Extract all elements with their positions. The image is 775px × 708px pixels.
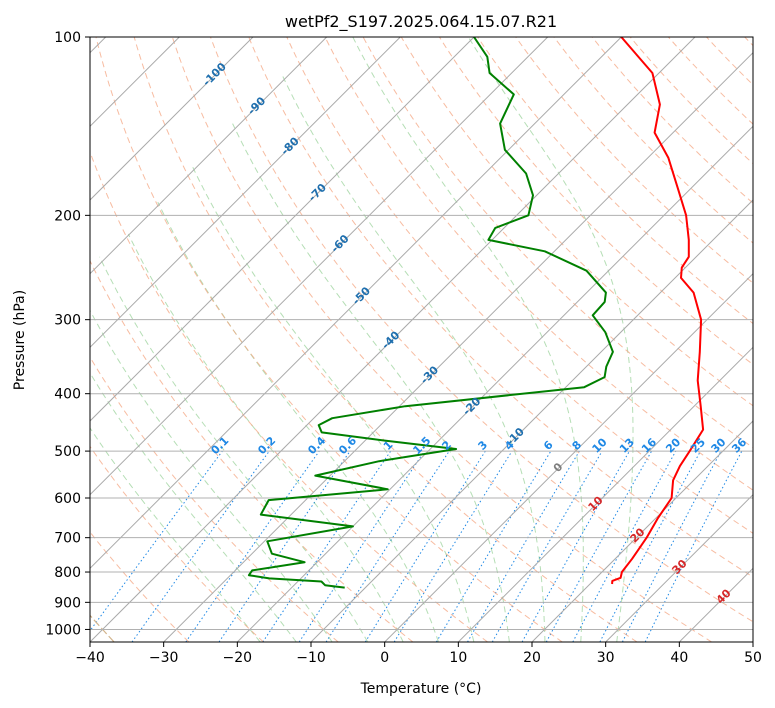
dry-adiabat [90,259,414,642]
dry-adiabat [133,37,638,642]
x-tick-label: 0 [380,650,389,666]
moist-adiabat [127,233,404,642]
dry-adiabat [515,37,753,284]
mixing-ratio-line [393,450,513,642]
plot-background [90,37,753,642]
x-tick-label: 40 [670,650,688,666]
x-axis-title: Temperature (°C) [360,681,482,697]
y-tick-label: 300 [54,313,81,329]
moist-adiabat [90,427,261,642]
dewpoint-profile [247,37,614,589]
isotherms [90,37,753,642]
moist-adiabat [232,123,510,642]
y-tick-label: 200 [54,208,81,224]
mixing-ratio-line [435,450,552,642]
dry-adiabat [324,37,753,491]
mixing-ratio-line [185,450,320,642]
x-tick-label: 30 [597,650,615,666]
isotherm-line [457,346,753,642]
x-tick-label: 10 [449,650,467,666]
isotherm-line [531,420,753,642]
isotherm-line [310,199,753,642]
isotherm-line [90,37,254,201]
dry-adiabat [591,37,753,204]
y-axis-title: Pressure (hPa) [12,290,28,390]
x-tick-label: 20 [523,650,541,666]
isotherm-line [90,37,696,642]
x-tick-label: −20 [223,650,253,666]
isotherm-line [90,37,622,570]
plot-frame [89,36,754,643]
isotherm-line [236,125,753,642]
y-tick-label: 900 [54,595,81,611]
x-tick-label: −40 [75,650,105,666]
dry-adiabat [248,37,753,578]
x-tick-label: 50 [744,650,762,666]
dry-adiabat [477,37,753,325]
x-tick-label: −10 [296,650,326,666]
mixing-ratio-line [218,450,351,642]
mixing-ratio-line [325,450,450,642]
dry-adiabat [95,37,563,642]
mixing-ratio-line [364,450,486,642]
dry-adiabat [171,37,712,642]
y-tick-label: 400 [54,387,81,403]
x-tick-label: −30 [149,650,179,666]
isotherm-line [384,272,753,642]
isobars [90,37,753,630]
mixing-ratio-line [491,450,603,642]
dry-adiabat [400,37,753,407]
moist-adiabat [90,309,333,642]
moist-adiabat [280,72,546,642]
moist-adiabat [352,37,584,642]
isotherm-line [90,37,401,349]
isotherm-line [605,493,753,642]
sounding-series [247,37,705,589]
isotherm-line [752,641,753,642]
moist-adiabat [191,165,475,642]
y-tick-label: 100 [54,30,81,46]
y-tick-label: 600 [54,491,81,507]
y-tick-label: 800 [54,565,81,581]
plot-area [90,37,753,642]
mixing-ratio-line [467,450,580,642]
moist-adiabat [467,37,634,642]
mixing-ratio-line [90,450,223,632]
dry-adiabat [90,445,264,642]
y-tick-label: 700 [54,531,81,547]
axes: −40 −30 −20 −10 0 10 20 30 40 50 100 200 300 400 500 60… [45,30,762,666]
chart-title: wetPf2_S197.2025.064.15.07.R21 [285,12,557,32]
y-tick-label: 1000 [45,622,81,638]
y-tick-label: 500 [54,444,81,460]
isotherm-line [90,37,549,496]
isotherm-line [163,51,753,642]
mixing-ratio-line [131,450,270,642]
isotherm-line [90,37,475,422]
dry-adiabat [210,37,753,623]
mixing-ratio-line [521,450,630,642]
plot-area-background [90,37,753,642]
mixing-ratio-line [572,450,677,642]
temperature-profile [611,37,705,585]
dry-adiabat [629,37,753,165]
isotherm-line [90,37,328,275]
